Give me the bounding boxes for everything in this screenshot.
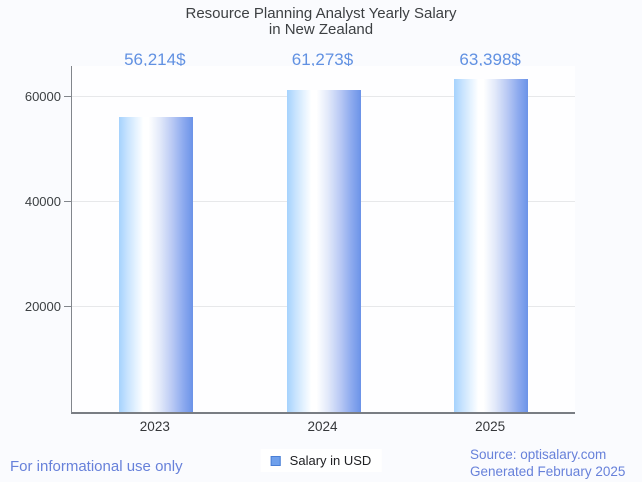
chart-title-line2: in New Zealand <box>268 21 374 38</box>
source-block: Source: optisalary.com Generated Februar… <box>470 447 625 480</box>
bar-2024 <box>286 90 361 412</box>
x-axis-label-2024: 2024 <box>307 419 338 434</box>
legend-label: Salary in USD <box>289 453 372 468</box>
generated-line: Generated February 2025 <box>470 463 626 479</box>
y-tickmark-20000 <box>64 306 71 307</box>
legend: Salary in USD <box>260 449 382 472</box>
value-label-2023: 56,214$ <box>124 50 186 69</box>
bar-2025 <box>454 79 529 412</box>
y-axis-label-20000: 20000 <box>24 298 61 314</box>
y-tickmark-40000 <box>64 201 71 202</box>
value-label-2025: 63,398$ <box>459 50 521 69</box>
disclaimer-text: For informational use only <box>10 458 183 475</box>
chart-title: Resource Planning Analyst Yearly Salary … <box>0 6 642 38</box>
plot-area <box>64 66 575 414</box>
source-line: Source: optisalary.com <box>470 447 607 462</box>
chart-title-line1: Resource Planning Analyst Yearly Salary <box>185 5 457 22</box>
bar-2023 <box>118 116 193 412</box>
x-axis-label-2023: 2023 <box>139 419 170 434</box>
y-axis-label-40000: 40000 <box>24 193 61 209</box>
x-axis-label-2025: 2025 <box>475 419 506 434</box>
y-tickmark-60000 <box>64 95 71 97</box>
legend-marker-icon <box>270 455 281 466</box>
value-label-2024: 61,273$ <box>291 50 354 69</box>
y-axis-label-60000: 60000 <box>24 88 61 104</box>
